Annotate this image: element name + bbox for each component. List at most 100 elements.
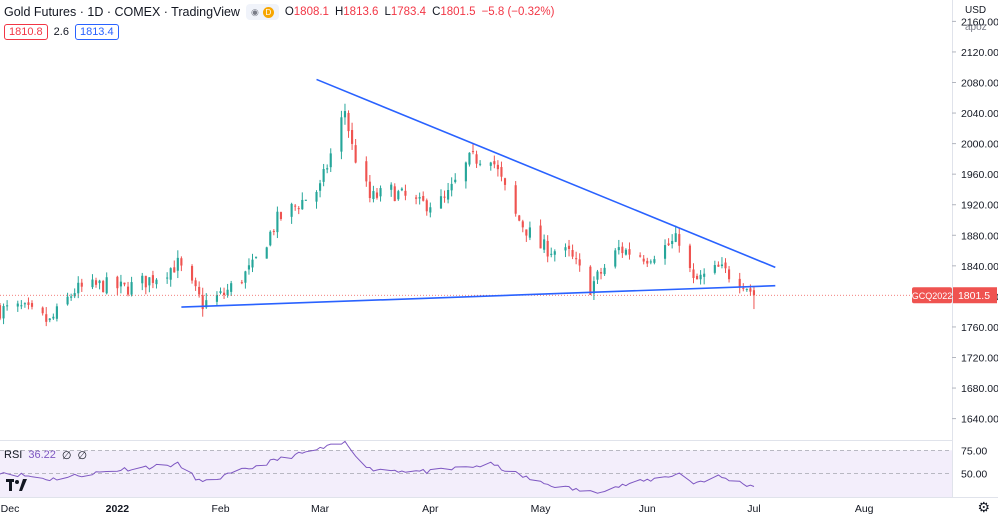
candle	[173, 267, 176, 273]
candle	[269, 231, 272, 246]
rsi-label[interactable]: RSI	[4, 449, 23, 461]
candle	[130, 282, 133, 295]
last-price-label: 1801.5	[958, 290, 990, 302]
y-tick-label: 1760.00	[961, 322, 998, 334]
chart-header: Gold Futures · 1D · COMEX · TradingView …	[4, 4, 554, 20]
candle	[415, 197, 418, 199]
descending-trendline[interactable]	[316, 78, 776, 269]
visibility-toggle[interactable]: ◉ D	[245, 4, 279, 20]
settings-gear-icon[interactable]: ⚙	[977, 499, 990, 515]
candle	[571, 249, 574, 257]
candle	[45, 314, 48, 322]
candle	[518, 215, 521, 221]
candle	[614, 250, 617, 267]
candle	[23, 303, 26, 305]
candle	[749, 288, 752, 292]
candle	[251, 259, 254, 268]
candle	[368, 181, 371, 199]
candle	[592, 281, 595, 294]
candle	[692, 269, 695, 278]
candle	[390, 184, 393, 190]
candle	[713, 265, 716, 273]
candle	[198, 286, 201, 295]
candle	[688, 245, 692, 268]
candle	[379, 188, 382, 197]
candle	[745, 288, 748, 290]
x-tick-label: Jul	[747, 503, 760, 515]
y-tick-label: 2080.00	[961, 78, 998, 90]
candle	[0, 305, 2, 319]
candle	[550, 253, 553, 255]
delayed-badge: D	[262, 6, 274, 18]
ask-button[interactable]: 1813.4	[74, 24, 119, 40]
symbol-tag-label: GCQ2022	[912, 291, 953, 301]
candle	[315, 191, 318, 202]
support-trendline[interactable]	[181, 284, 776, 308]
y-tick-label: 1680.00	[961, 383, 998, 395]
candle	[621, 246, 624, 254]
y-tick-label: 1840.00	[961, 261, 998, 273]
candle	[525, 229, 528, 236]
candle	[564, 247, 567, 251]
candle	[304, 199, 307, 201]
symbol-tag[interactable]	[912, 287, 952, 304]
candle	[247, 265, 251, 270]
candle	[16, 303, 19, 307]
candle	[553, 251, 556, 255]
candle	[425, 200, 428, 212]
candle	[464, 162, 467, 182]
candle	[6, 305, 9, 307]
candle	[628, 249, 631, 255]
ohlc-values: O1808.1 H1813.6 L1783.4 C1801.5 −5.8 (−0…	[284, 6, 555, 18]
candle	[340, 117, 343, 152]
candle	[166, 277, 169, 279]
candle	[190, 265, 194, 281]
candle	[724, 262, 727, 269]
candle	[279, 212, 283, 220]
x-tick-label: Dec	[1, 503, 20, 515]
candle	[148, 277, 151, 286]
candle	[73, 293, 76, 297]
candle	[301, 199, 304, 210]
bid-ask-row: 1810.8 2.6 1813.4	[4, 24, 119, 40]
candle	[155, 279, 158, 285]
candle	[48, 318, 51, 321]
scale-mode-label: apoz	[965, 22, 987, 33]
y-tick-label: 2120.00	[961, 47, 998, 59]
candle	[322, 169, 325, 182]
candle	[151, 275, 154, 283]
candle	[27, 302, 30, 305]
y-tick-label: 1720.00	[961, 353, 998, 365]
candle	[578, 259, 581, 266]
tradingview-logo-icon[interactable]	[6, 478, 28, 492]
candle	[276, 211, 279, 233]
candle	[663, 245, 667, 259]
bid-button[interactable]: 1810.8	[4, 24, 48, 40]
candle	[329, 153, 332, 168]
candle	[727, 269, 731, 280]
eye-icon: ◉	[250, 6, 259, 17]
candle	[752, 290, 756, 296]
candle	[503, 178, 507, 185]
candle	[447, 189, 450, 200]
symbol-title[interactable]: Gold Futures · 1D · COMEX · TradingView	[4, 5, 240, 19]
x-tick-label: May	[531, 503, 552, 515]
candle	[226, 289, 229, 295]
close-value: 1801.5	[440, 6, 476, 18]
candle	[176, 257, 179, 271]
candle	[20, 305, 23, 307]
candle	[80, 282, 83, 287]
candle	[653, 259, 656, 263]
candle	[649, 261, 652, 263]
candle	[319, 183, 322, 191]
candle	[230, 283, 233, 292]
candle	[617, 247, 620, 251]
candle	[141, 275, 144, 284]
candle	[77, 282, 80, 294]
candle	[589, 266, 592, 295]
candle	[646, 260, 649, 264]
candle	[70, 296, 73, 298]
candle	[116, 276, 119, 289]
candle	[91, 279, 94, 288]
